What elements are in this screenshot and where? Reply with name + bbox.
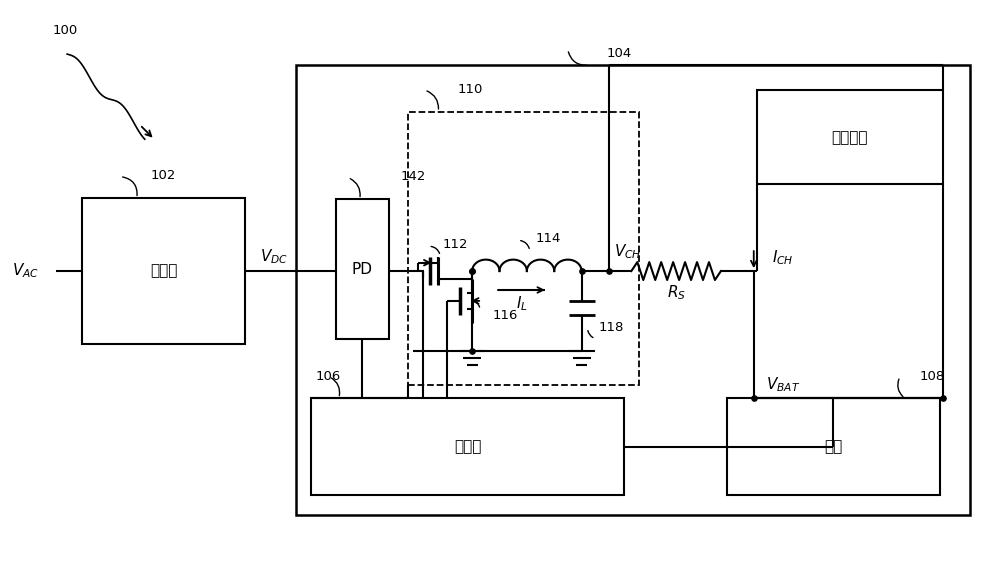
Text: 116: 116 [492,310,518,323]
Text: 102: 102 [151,169,176,182]
Bar [82,199,245,344]
Text: 100: 100 [52,24,77,37]
Text: 104: 104 [607,46,632,59]
Bar [727,398,940,495]
Text: 114: 114 [535,231,560,245]
FancyArrowPatch shape [331,378,340,396]
Text: 118: 118 [599,321,624,335]
FancyArrowPatch shape [521,241,529,248]
Bar [336,199,389,338]
Text: $V_{CH}$: $V_{CH}$ [614,242,642,260]
Text: $I_{CH}$: $I_{CH}$ [772,249,793,268]
Text: 控制器: 控制器 [454,439,481,454]
Bar [296,65,970,515]
FancyArrowPatch shape [473,301,480,307]
Text: PD: PD [352,261,373,277]
FancyArrowPatch shape [123,177,137,196]
Text: 电池: 电池 [824,439,842,454]
FancyArrowPatch shape [427,91,438,109]
Text: 系统电路: 系统电路 [832,130,868,145]
Text: 112: 112 [442,238,468,251]
Text: 142: 142 [400,170,426,183]
Text: 108: 108 [919,370,944,383]
Bar [408,112,639,385]
Text: $V_{DC}$: $V_{DC}$ [260,248,288,267]
Text: $V_{BAT}$: $V_{BAT}$ [766,375,800,394]
Text: 106: 106 [316,370,341,383]
FancyArrowPatch shape [431,246,440,254]
FancyArrowPatch shape [350,179,360,196]
Text: $V_{AC}$: $V_{AC}$ [12,261,40,280]
Text: $R_S$: $R_S$ [667,284,686,302]
Text: $I_L$: $I_L$ [516,294,528,313]
Bar [757,90,943,185]
Text: 适配器: 适配器 [150,264,177,278]
FancyArrowPatch shape [588,331,593,337]
FancyArrowPatch shape [898,379,903,397]
FancyArrowPatch shape [568,52,587,65]
Bar [311,398,624,495]
Text: 110: 110 [457,83,483,96]
